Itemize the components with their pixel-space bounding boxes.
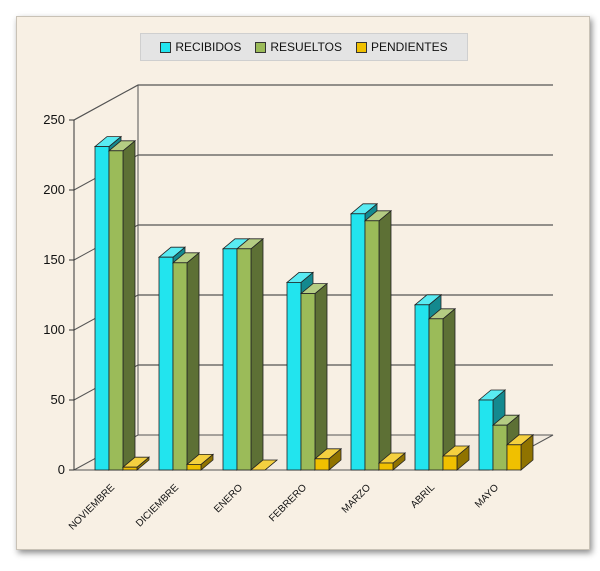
bar-side-resueltos-marzo [378,209,392,471]
legend-label-recibidos: RECIBIDOS [175,40,242,54]
back-wall [138,85,553,435]
bar-resueltos-enero [236,248,252,471]
y-tick-label: 150 [43,252,65,267]
bar-side-resueltos-abril [442,307,456,471]
legend-item-resueltos: RESUELTOS [255,40,342,54]
x-tick-label-diciembre: DICIEMBRE [134,482,181,529]
y-tick-label: 50 [51,392,65,407]
x-tick-label-enero: ENERO [212,482,245,515]
y-tick-label: 250 [43,112,65,127]
legend-label-pendientes: PENDIENTES [370,40,448,54]
bar-pendientes-marzo [378,462,394,471]
x-tick-label-mayo: MAYO [473,482,501,510]
legend-swatch-recibidos [160,41,172,53]
legend-label-resueltos: RESUELTOS [270,40,342,54]
bar-side-resueltos-enero [250,237,264,471]
legend-item-pendientes: PENDIENTES [355,40,448,54]
gridline-side [73,84,139,121]
bar-pendientes-abril [442,455,458,471]
x-tick-label-abril: ABRIL [409,482,438,511]
bar-recibidos-abril [414,304,430,471]
legend-swatch-resueltos [255,41,267,53]
bar-pendientes-febrero [314,458,330,471]
x-tick-label-noviembre: NOVIEMBRE [67,482,117,532]
legend: RECIBIDOS RESUELTOS PENDIENTES [140,33,468,61]
bar-side-resueltos-noviembre [122,139,136,471]
bar-recibidos-mayo [478,399,494,471]
bar-resueltos-mayo [492,424,508,471]
y-tick-label: 0 [58,462,65,477]
bar-top-pendientes-enero [249,459,279,471]
bar-resueltos-febrero [300,293,316,471]
bar-side-resueltos-diciembre [186,251,200,471]
bar-resueltos-marzo [364,220,380,471]
bar-recibidos-noviembre [94,146,110,471]
bar-resueltos-abril [428,318,444,471]
x-tick-label-marzo: MARZO [340,482,373,515]
legend-item-recibidos: RECIBIDOS [160,40,241,54]
bar-recibidos-marzo [350,213,366,471]
bar-recibidos-enero [222,248,238,471]
legend-swatch-pendientes [355,41,367,53]
bar-resueltos-noviembre [108,150,124,471]
bar-pendientes-diciembre [186,463,202,471]
x-tick-label-febrero: FEBRERO [267,482,309,524]
y-tick-label: 200 [43,182,65,197]
bar-recibidos-febrero [286,281,302,471]
y-tick-label: 100 [43,322,65,337]
bar-resueltos-diciembre [172,262,188,471]
bar-pendientes-noviembre [122,466,138,471]
bar-recibidos-diciembre [158,256,174,471]
bar-side-resueltos-febrero [314,282,328,471]
bar-pendientes-mayo [506,444,522,471]
